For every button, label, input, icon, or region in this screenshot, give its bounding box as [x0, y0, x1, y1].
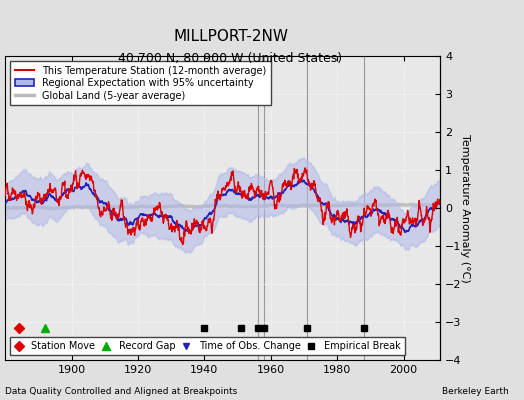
Text: MILLPORT-2NW: MILLPORT-2NW — [173, 29, 288, 44]
Legend: Station Move, Record Gap, Time of Obs. Change, Empirical Break: Station Move, Record Gap, Time of Obs. C… — [10, 337, 405, 355]
Y-axis label: Temperature Anomaly (°C): Temperature Anomaly (°C) — [460, 134, 470, 282]
Text: 40.700 N, 80.900 W (United States): 40.700 N, 80.900 W (United States) — [118, 52, 343, 65]
Text: Berkeley Earth: Berkeley Earth — [442, 387, 508, 396]
Text: Data Quality Controlled and Aligned at Breakpoints: Data Quality Controlled and Aligned at B… — [5, 387, 237, 396]
